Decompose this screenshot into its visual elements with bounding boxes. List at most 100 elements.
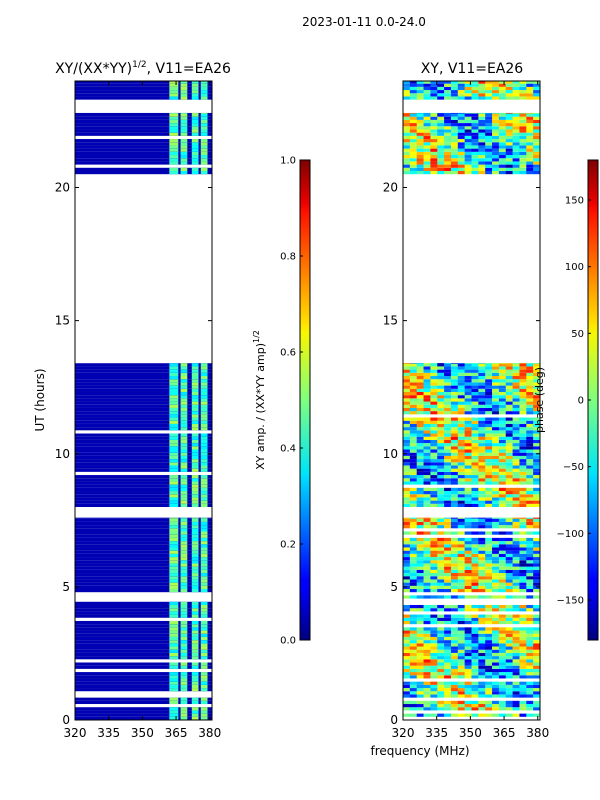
phase-cell: [512, 681, 520, 685]
amplitude-cell: [169, 624, 179, 628]
phase-cell: [464, 363, 472, 364]
phase-cell: [519, 566, 527, 570]
phase-cell: [505, 481, 513, 485]
phase-cell: [478, 694, 486, 698]
phase-cell: [505, 494, 513, 498]
phase-cell: [471, 563, 479, 567]
phase-cell: [423, 576, 431, 580]
amplitude-cell: [200, 462, 208, 466]
phase-cell: [450, 427, 459, 431]
phase-cell: [492, 620, 500, 625]
phase-cell: [457, 478, 465, 482]
phase-cell: [498, 630, 507, 634]
phase-cell: [471, 395, 479, 399]
phase-cell: [423, 436, 431, 440]
phase-cell: [485, 430, 493, 434]
phase-cell: [498, 126, 507, 130]
phase-cell: [533, 531, 541, 535]
phase-cell: [444, 112, 452, 114]
phase-cell: [478, 656, 486, 660]
phase-cell: [533, 576, 541, 580]
phase-cell: [457, 494, 465, 498]
phase-cell: [464, 700, 472, 705]
phase-cell: [533, 604, 541, 609]
phase-cell: [416, 112, 424, 114]
phase-cell: [492, 668, 500, 673]
phase-cell: [485, 388, 493, 392]
phase-cell: [519, 691, 527, 695]
phase-cell: [423, 132, 431, 136]
phase-cell: [464, 385, 472, 389]
phase-cell: [457, 672, 465, 676]
phase-cell: [505, 691, 513, 695]
phase-cell: [533, 582, 541, 586]
phase-cell: [464, 404, 472, 408]
phase-cell: [450, 145, 459, 149]
phase-cell: [512, 455, 520, 460]
phase-cell: [444, 471, 452, 476]
phase-cell: [416, 363, 424, 367]
phase-cell: [444, 531, 452, 535]
phase-cell: [409, 707, 417, 711]
phase-cell: [485, 93, 493, 97]
phase-cell: [437, 547, 445, 551]
phase-cell: [423, 668, 431, 673]
phase-cell: [492, 684, 500, 689]
phase-cell: [457, 517, 465, 519]
phase-cell: [464, 497, 472, 501]
phase-cell: [478, 481, 486, 485]
phase-cell: [505, 604, 513, 609]
phase-cell: [519, 145, 527, 149]
phase-cell: [450, 93, 459, 97]
phase-cell: [409, 497, 417, 501]
phase-cell: [444, 436, 452, 440]
phase-cell: [464, 443, 472, 447]
amplitude-cell: [191, 484, 199, 488]
phase-cell: [416, 503, 424, 507]
phase-cell: [505, 465, 513, 469]
phase-cell: [423, 382, 431, 386]
phase-cell: [464, 459, 472, 463]
phase-cell: [403, 497, 411, 501]
phase-cell: [485, 363, 493, 364]
amplitude-cell: [75, 148, 212, 152]
phase-cell: [423, 417, 431, 421]
phase-cell: [450, 518, 459, 522]
phase-cell: [444, 656, 452, 660]
phase-cell: [519, 372, 527, 377]
phase-cell: [457, 363, 465, 367]
phase-cell: [498, 560, 507, 564]
amplitude-cell: [169, 132, 179, 136]
phase-cell: [478, 158, 486, 162]
phase-cell: [437, 382, 445, 386]
phase-cell: [409, 643, 417, 647]
amplitude-cell: [75, 462, 212, 466]
phase-cell: [450, 170, 459, 175]
amplitude-cell: [169, 484, 179, 488]
phase-cell: [533, 388, 541, 392]
phase-cell: [437, 443, 445, 447]
phase-cell: [471, 656, 479, 660]
amplitude-cell: [75, 713, 212, 717]
phase-cell: [485, 694, 493, 698]
phase-cell: [505, 497, 513, 501]
phase-cell: [444, 455, 452, 460]
phase-cell: [471, 158, 479, 162]
phase-cell: [444, 665, 452, 669]
phase-cell: [519, 487, 527, 492]
phase-cell: [519, 468, 527, 472]
amplitude-cell: [75, 652, 212, 657]
phase-cell: [526, 518, 534, 522]
phase-cell: [416, 608, 424, 612]
phase-cell: [533, 436, 541, 440]
amplitude-cell: [191, 420, 199, 424]
phase-cell: [478, 404, 486, 408]
phase-cell: [423, 617, 431, 621]
phase-cell: [444, 379, 452, 383]
phase-cell: [526, 608, 534, 612]
amplitude-cell: [200, 372, 208, 377]
phase-cell: [533, 557, 541, 561]
phase-cell: [416, 537, 424, 542]
phase-cell: [464, 478, 472, 482]
amplitude-cell: [75, 484, 212, 488]
